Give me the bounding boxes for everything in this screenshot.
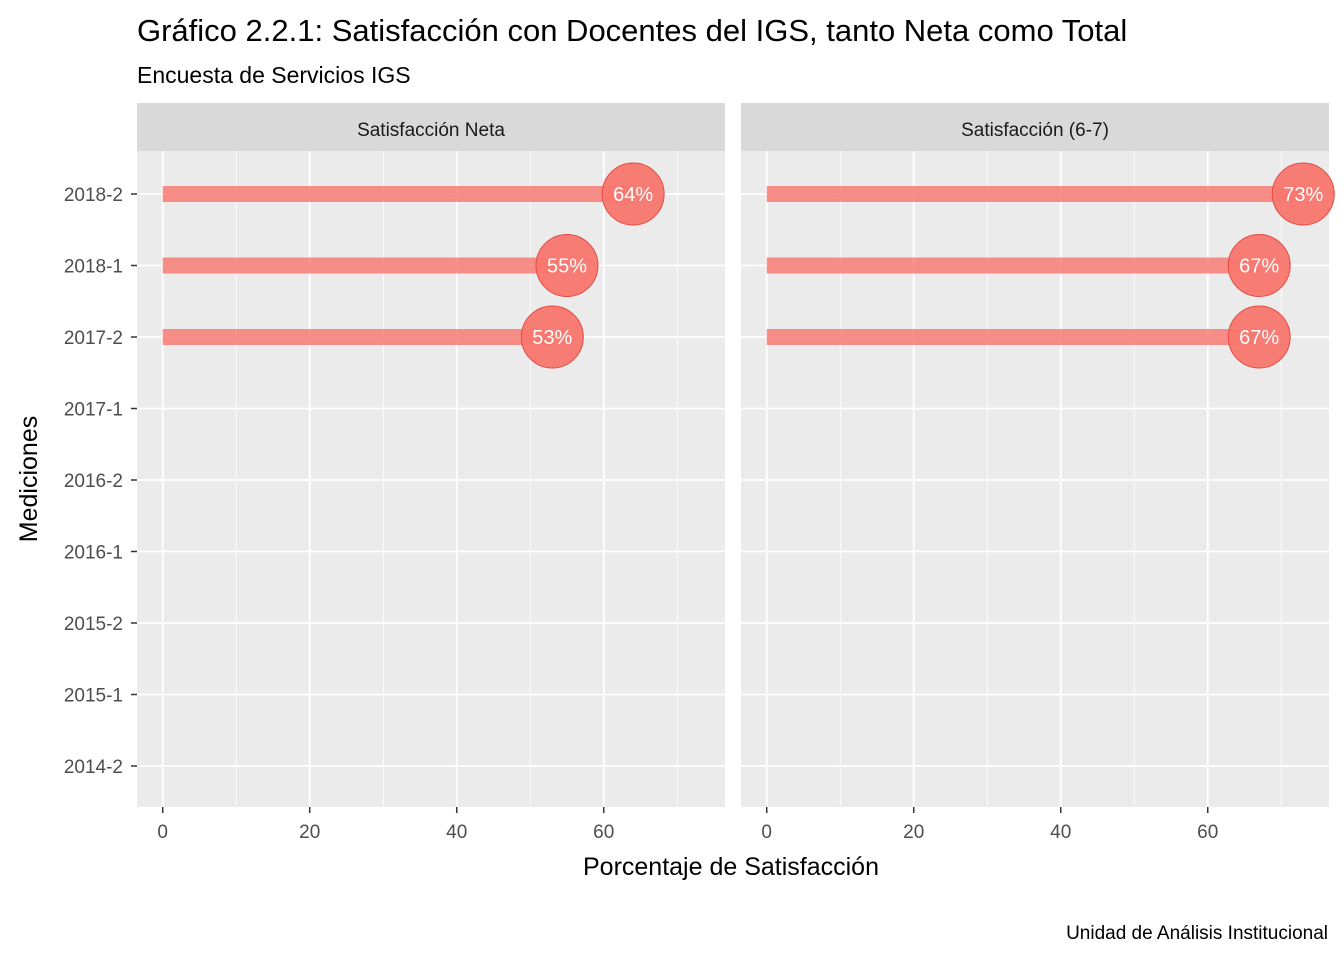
panel-background <box>137 151 725 807</box>
y-axis: 2014-2 2015-1 2015-2 2016-1 2016-2 2017-1 2017… <box>64 185 137 778</box>
bar <box>766 257 1260 274</box>
x-tick-label: 0 <box>157 822 168 843</box>
facet-strip-label: Satisfacción Neta <box>357 120 505 141</box>
bar <box>162 329 553 345</box>
bar <box>766 329 1260 345</box>
y-tick-label: 2018-2 <box>64 185 123 206</box>
facet-panel: Satisfacción Neta 0 20 40 60 53% 55% 64% <box>137 103 725 843</box>
x-tick-label: 0 <box>761 822 772 843</box>
x-tick-label: 20 <box>903 822 924 843</box>
facet-strip <box>137 103 725 151</box>
point <box>1271 162 1335 226</box>
x-tick-label: 60 <box>593 822 614 843</box>
y-tick-label: 2017-2 <box>64 328 123 349</box>
chart-subtitle: Encuesta de Servicios IGS <box>137 62 411 88</box>
data-label: 64% <box>613 184 653 206</box>
y-tick-label: 2015-1 <box>64 686 123 707</box>
x-tick-label: 60 <box>1197 822 1218 843</box>
facet-strip-label: Satisfacción (6-7) <box>961 120 1109 141</box>
point <box>535 234 599 297</box>
data-label: 53% <box>532 327 572 349</box>
y-axis-label: Mediciones <box>15 416 43 542</box>
y-tick-label: 2014-2 <box>64 757 123 778</box>
x-tick-label: 40 <box>1050 822 1071 843</box>
x-tick-label: 40 <box>446 822 467 843</box>
chart-caption: Unidad de Análisis Institucional <box>1066 923 1328 944</box>
data-label: 67% <box>1239 256 1279 278</box>
facet-panel: Satisfacción (6-7) 0 20 40 60 67% 67% 73% <box>741 103 1335 843</box>
data-label: 67% <box>1239 327 1279 349</box>
facet-strip <box>741 103 1329 151</box>
y-tick-label: 2015-2 <box>64 614 123 635</box>
point <box>1227 305 1291 369</box>
bar <box>162 257 567 274</box>
point <box>601 162 665 226</box>
y-tick-label: 2017-1 <box>64 400 123 421</box>
point <box>520 305 584 369</box>
x-tick-label: 20 <box>299 822 320 843</box>
y-tick-label: 2016-1 <box>64 543 123 564</box>
data-label: 55% <box>547 256 587 278</box>
bar <box>162 186 634 202</box>
y-tick-label: 2016-2 <box>64 471 123 492</box>
chart-title: Gráfico 2.2.1: Satisfacción con Docentes… <box>137 13 1127 48</box>
point <box>1227 234 1291 297</box>
bar <box>766 186 1304 202</box>
data-label: 73% <box>1283 184 1323 206</box>
x-axis-label: Porcentaje de Satisfacción <box>583 853 879 881</box>
y-tick-label: 2018-1 <box>64 257 123 278</box>
